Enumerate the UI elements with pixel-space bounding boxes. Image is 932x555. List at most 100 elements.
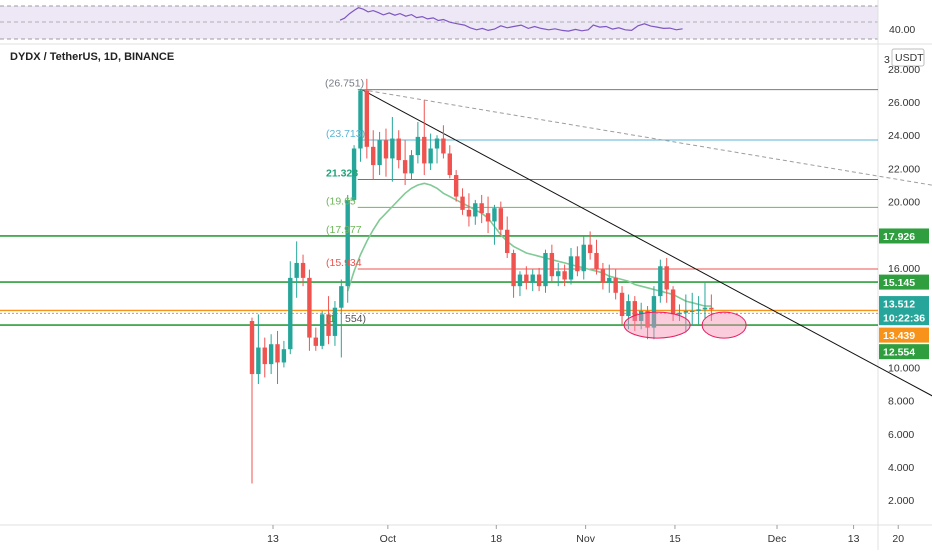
rsi-pane: 40.00: [0, 5, 915, 40]
candle-body: [645, 311, 650, 328]
candle-body: [351, 148, 357, 200]
y-tick-label: 28.000: [888, 64, 920, 76]
descending-trendline: [361, 89, 932, 397]
candle-body: [415, 136, 421, 156]
x-tick-label: 13: [848, 533, 860, 545]
candle-body: [498, 208, 504, 230]
candle-body: [638, 311, 644, 321]
candle-body: [683, 311, 689, 313]
candle-body: [556, 271, 561, 277]
candle-body: [702, 307, 708, 310]
candle-body: [256, 347, 261, 375]
rsi-edge-tick: 3: [884, 54, 890, 66]
y-tick-label: 20.000: [888, 197, 920, 209]
candle-body: [307, 277, 312, 338]
price-badge-label: 13.439: [883, 330, 915, 342]
candle-body: [505, 229, 510, 253]
candle-body: [511, 252, 516, 287]
candle-body: [549, 252, 555, 277]
candle-body: [268, 344, 274, 365]
candle-body: [709, 307, 714, 310]
y-tick-label: 22.000: [888, 163, 920, 175]
x-tick-label: 18: [490, 533, 502, 545]
x-tick-label: Dec: [768, 533, 787, 545]
symbol-title: DYDX / TetherUS, 1D, BINANCE: [10, 51, 174, 63]
y-tick-label: 8.000: [888, 396, 914, 408]
price-badge: [879, 344, 929, 360]
candle-body: [581, 244, 586, 272]
x-tick-label: 20: [892, 533, 904, 545]
candle-body: [422, 136, 427, 164]
candle-body: [485, 213, 491, 222]
candle-body: [332, 307, 338, 336]
candle-body: [371, 146, 376, 166]
candle-body: [313, 337, 318, 346]
candle-body: [473, 203, 478, 217]
candle-body: [479, 203, 484, 214]
fib-label: (23.713): [326, 128, 365, 140]
support-ellipses: [623, 311, 747, 339]
candle-body: [358, 90, 363, 149]
fib-label: (17.977: [326, 224, 362, 236]
x-tick-label: 15: [669, 533, 681, 545]
candle-body: [377, 140, 382, 166]
moving-average-line: [346, 182, 712, 307]
candle-body: [262, 347, 267, 365]
candle-body: [613, 277, 618, 293]
candle-body: [664, 266, 669, 290]
candle-body: [319, 314, 325, 346]
candle-body: [453, 175, 459, 197]
y-tick-label: 4.000: [888, 462, 914, 474]
y-tick-label: 26.000: [888, 97, 920, 109]
y-tick-label: 16.000: [888, 263, 920, 275]
horizontal-levels: [0, 89, 878, 326]
candle-body: [434, 138, 440, 149]
candle-body: [281, 349, 287, 363]
x-tick-label: 13: [267, 533, 279, 545]
fib-label: 21.328: [326, 168, 358, 180]
trendlines: [361, 89, 932, 397]
candle-body: [364, 90, 370, 147]
price-badge-label: 15.145: [883, 277, 915, 289]
y-tick-label: 24.000: [888, 130, 920, 142]
fib-label: (1: [326, 313, 335, 325]
y-tick-label: 2.000: [888, 495, 914, 507]
candles: [249, 78, 714, 484]
fib-labels: (26.751) (23.713) 21.328 (19.65 (17.977 (15.9…: [325, 78, 366, 325]
price-badge: [879, 274, 929, 290]
candle-body: [249, 320, 255, 375]
price-badges: 17.926 15.145 13.512 10:22:36 13.439 12.554: [879, 228, 929, 360]
currency-label: USDT: [895, 52, 924, 64]
support-ellipse: [701, 311, 747, 339]
time-axis[interactable]: 13 Oct 18 Nov 15 Dec 13 20: [267, 525, 904, 545]
candle-body: [396, 138, 401, 161]
candle-body: [428, 148, 433, 164]
y-tick-label: 10.000: [888, 362, 920, 374]
candle-body: [690, 311, 695, 313]
candle-body: [530, 274, 535, 283]
candle-body: [517, 274, 523, 287]
candle-body: [339, 286, 344, 308]
price-badge: [879, 228, 929, 244]
price-badge-label: 13.512: [883, 299, 915, 311]
candle-body: [460, 196, 465, 210]
price-badge-label: 10:22:36: [883, 313, 925, 325]
candle-body: [607, 277, 612, 283]
x-tick-label: Nov: [576, 533, 595, 545]
moving-average: [346, 182, 712, 307]
candle-body: [536, 274, 542, 287]
price-badge: [879, 327, 929, 343]
candle-body: [524, 274, 529, 283]
support-ellipse: [623, 311, 691, 339]
candle-body: [300, 262, 306, 278]
fib-label: (15.934: [326, 257, 362, 269]
currency-button[interactable]: [891, 48, 925, 67]
candle-body: [670, 289, 676, 315]
rsi-line: [339, 7, 683, 32]
price-badge: [879, 296, 929, 312]
candle-body: [441, 138, 446, 154]
candle-body: [575, 256, 580, 272]
candle-body: [568, 256, 574, 280]
